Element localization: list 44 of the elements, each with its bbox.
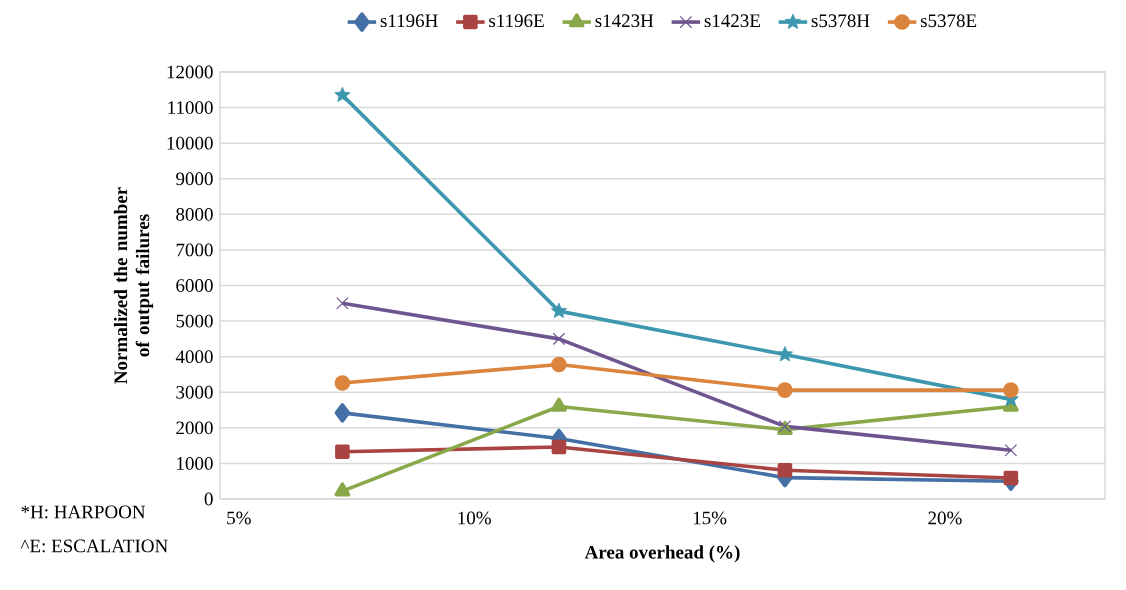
legend-label: s1423H bbox=[595, 14, 654, 28]
point bbox=[552, 332, 566, 346]
point bbox=[1004, 444, 1018, 457]
x-tick-label: 15% bbox=[693, 511, 727, 525]
point bbox=[777, 382, 793, 398]
y-tick-label: 1000 bbox=[177, 457, 213, 470]
y-tick-label: 5000 bbox=[176, 314, 213, 328]
point bbox=[551, 356, 567, 373]
y-tick-label: 2000 bbox=[176, 421, 213, 435]
point bbox=[1003, 382, 1019, 398]
point bbox=[334, 86, 351, 102]
y-tick-label: 12000 bbox=[167, 65, 213, 79]
y-tick-label: 9000 bbox=[176, 172, 213, 186]
legend-label: s1423E bbox=[704, 14, 760, 28]
point bbox=[334, 403, 351, 423]
y-tick-label: 7000 bbox=[176, 243, 213, 257]
y-tick-label: 8000 bbox=[176, 207, 213, 221]
point bbox=[336, 297, 349, 310]
y-tick-label: 11000 bbox=[168, 101, 213, 114]
y-tick-label: 0 bbox=[204, 492, 213, 506]
text: ^E: ESCALATION bbox=[20, 539, 168, 553]
point bbox=[777, 462, 793, 478]
point bbox=[550, 302, 567, 318]
point bbox=[334, 375, 351, 391]
text: *H: HARPOON bbox=[21, 505, 146, 519]
x-axis-title: Area overhead (%) bbox=[584, 545, 740, 563]
point bbox=[1003, 470, 1019, 486]
legend-label: s5378H bbox=[811, 14, 870, 28]
legend-label: s1196E bbox=[489, 14, 544, 28]
y-tick-label: 6000 bbox=[176, 279, 213, 292]
x-tick-label: 20% bbox=[928, 511, 962, 525]
point bbox=[551, 397, 567, 412]
y-tick-label: 4000 bbox=[175, 350, 213, 364]
x-tick-label: 5% bbox=[227, 511, 251, 525]
point bbox=[776, 346, 793, 362]
point bbox=[551, 439, 567, 455]
y-tick-label: 3000 bbox=[176, 385, 213, 399]
x-tick-label: 10% bbox=[458, 511, 491, 525]
y-tick-label: 10000 bbox=[167, 136, 213, 150]
y-axis-title: Normalized the number of output failures bbox=[113, 187, 154, 384]
point bbox=[334, 482, 351, 497]
legend-label: s1196H bbox=[380, 14, 438, 28]
legend-label: s5378E bbox=[920, 14, 977, 28]
point bbox=[335, 444, 350, 459]
